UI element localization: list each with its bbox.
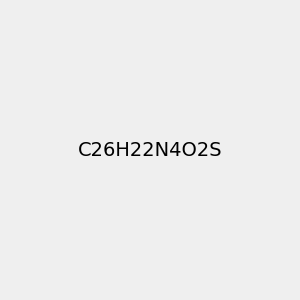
Text: C26H22N4O2S: C26H22N4O2S	[78, 140, 222, 160]
